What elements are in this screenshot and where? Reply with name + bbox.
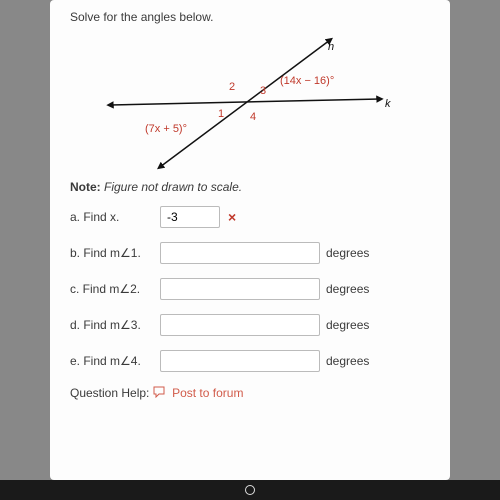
note-text: Figure not drawn to scale. <box>104 180 242 194</box>
figure-note: Note: Figure not drawn to scale. <box>70 180 430 194</box>
question-b-unit: degrees <box>326 246 369 260</box>
help-label: Question Help: <box>70 386 149 400</box>
worksheet-panel: Solve for the angles below. n k 2 3 1 4 … <box>50 0 450 480</box>
angle-4: 4 <box>250 111 256 123</box>
speech-bubble-icon <box>153 386 165 401</box>
question-a-label: a. Find x. <box>70 210 160 224</box>
line-k-label: k <box>385 98 391 110</box>
angle-2: 2 <box>229 81 235 93</box>
question-b: b. Find m∠1. degrees <box>70 242 430 264</box>
home-icon[interactable] <box>245 485 255 495</box>
wrong-icon: × <box>228 209 236 225</box>
question-c-input[interactable] <box>160 278 320 300</box>
question-d-input[interactable] <box>160 314 320 336</box>
question-d-unit: degrees <box>326 318 369 332</box>
question-e-unit: degrees <box>326 354 369 368</box>
figure-svg: n k 2 3 1 4 (14x − 16)° (7x + 5)° <box>70 32 430 172</box>
question-a: a. Find x. × <box>70 206 430 228</box>
question-help: Question Help: Post to forum <box>70 386 430 401</box>
instruction-text: Solve for the angles below. <box>70 10 430 24</box>
question-c: c. Find m∠2. degrees <box>70 278 430 300</box>
expr-bottom: (7x + 5)° <box>145 123 187 135</box>
device-nav-bar <box>0 480 500 500</box>
post-forum-link[interactable]: Post to forum <box>172 386 243 400</box>
question-e: e. Find m∠4. degrees <box>70 350 430 372</box>
question-e-input[interactable] <box>160 350 320 372</box>
expr-top: (14x − 16)° <box>280 75 334 87</box>
question-b-label: b. Find m∠1. <box>70 246 160 260</box>
angle-3: 3 <box>260 85 266 97</box>
angle-1: 1 <box>218 108 224 120</box>
line-n-label: n <box>328 41 334 53</box>
question-c-label: c. Find m∠2. <box>70 282 160 296</box>
question-d: d. Find m∠3. degrees <box>70 314 430 336</box>
question-c-unit: degrees <box>326 282 369 296</box>
question-d-label: d. Find m∠3. <box>70 318 160 332</box>
question-e-label: e. Find m∠4. <box>70 354 160 368</box>
question-a-input[interactable] <box>160 206 220 228</box>
note-prefix: Note: <box>70 180 101 194</box>
geometry-figure: n k 2 3 1 4 (14x − 16)° (7x + 5)° <box>70 32 430 172</box>
question-b-input[interactable] <box>160 242 320 264</box>
